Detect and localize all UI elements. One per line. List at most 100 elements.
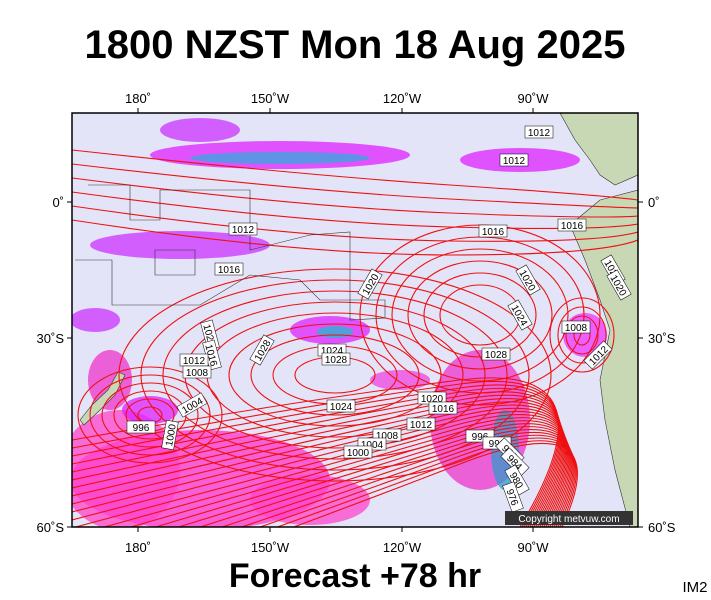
title: 1800 NZST Mon 18 Aug 2025 bbox=[85, 23, 626, 67]
isobar-label-bg bbox=[557, 218, 587, 232]
lat-label-right: 60˚S bbox=[648, 520, 676, 535]
isobar-label: 996 bbox=[126, 420, 156, 434]
central-america bbox=[559, 113, 638, 186]
lon-label-top: 150˚W bbox=[251, 91, 290, 106]
lon-label-bottom: 120˚W bbox=[383, 540, 422, 555]
isobar-label: 1008 bbox=[182, 365, 212, 379]
isobar-value: 1004 bbox=[361, 440, 384, 451]
isobar bbox=[423, 272, 537, 358]
isobar-label-bg bbox=[515, 264, 541, 296]
lon-label-bottom: 150˚W bbox=[251, 540, 290, 555]
isobar bbox=[228, 323, 442, 427]
isobar-label: 1000 bbox=[343, 445, 373, 459]
map-area bbox=[72, 113, 638, 527]
isobar bbox=[162, 290, 508, 460]
isobar-value: 1016 bbox=[432, 404, 455, 415]
isobar-value: 1016 bbox=[482, 227, 505, 238]
isobar bbox=[391, 248, 569, 382]
isobar-label-bg bbox=[406, 417, 436, 431]
lon-label-top: 90˚W bbox=[517, 91, 549, 106]
isobar bbox=[72, 219, 638, 256]
isobar-label-bg bbox=[428, 401, 458, 415]
isobar-value: 1028 bbox=[325, 355, 348, 366]
isobar-lines bbox=[72, 149, 638, 527]
isobar-label-bg bbox=[561, 320, 591, 334]
isobar-label: 1016 bbox=[428, 401, 458, 415]
precip-area bbox=[250, 475, 370, 525]
isobar-value: 1012 bbox=[503, 156, 526, 167]
isobar-label-bg bbox=[176, 392, 208, 418]
isobar-value: 1012 bbox=[232, 225, 255, 236]
copyright: Copyright metvuw.com bbox=[518, 514, 619, 525]
isobar bbox=[72, 163, 638, 209]
isobar bbox=[407, 260, 553, 370]
lon-label-bottom: 90˚W bbox=[517, 540, 549, 555]
isobar-value: 996 bbox=[472, 432, 489, 443]
isobar bbox=[72, 191, 638, 230]
axis-labels: 180˚ 180˚ 150˚W 150˚W 120˚W 120˚W 90˚W 90˚W 0˚ 0˚… bbox=[37, 91, 676, 555]
isobar-value: 1008 bbox=[376, 431, 399, 442]
isobar-label-bg bbox=[583, 340, 613, 370]
isobar-label: 1016 bbox=[214, 262, 244, 276]
isobar-label: 1024 bbox=[326, 399, 356, 413]
isobar-label: 1028 bbox=[321, 352, 351, 366]
precip-area bbox=[72, 308, 120, 332]
lat-label-left: 30˚S bbox=[37, 331, 65, 346]
isobar-label-bg bbox=[126, 420, 156, 434]
isobar bbox=[72, 149, 638, 201]
isobar-label-bg bbox=[228, 222, 258, 236]
isobar-label-bg bbox=[249, 334, 275, 366]
isobar-label-bg bbox=[481, 347, 511, 361]
lon-label-bottom: 180˚ bbox=[125, 540, 151, 555]
isobar-label-bg bbox=[500, 447, 530, 477]
precip-area bbox=[122, 396, 178, 424]
precip-area bbox=[88, 350, 132, 410]
isobar bbox=[549, 297, 615, 373]
isobar-value: 1012 bbox=[183, 356, 206, 367]
lon-label-top: 180˚ bbox=[125, 91, 151, 106]
isobar-label-bg bbox=[357, 268, 383, 300]
precip-area bbox=[370, 370, 430, 390]
isobar-value: 1012 bbox=[528, 128, 551, 139]
isobar-label-bg bbox=[214, 262, 244, 276]
isobar-value: 1016 bbox=[218, 265, 241, 276]
isobar-label: 1028 bbox=[249, 334, 275, 366]
isobar bbox=[101, 382, 199, 448]
isobar-label-bg bbox=[343, 445, 373, 459]
isobar-value: 1016 bbox=[561, 221, 584, 232]
isobar-value: 1024 bbox=[321, 346, 344, 357]
isobar-label: 1012 bbox=[228, 222, 258, 236]
forecast-label: Forecast +78 hr bbox=[229, 557, 481, 595]
isobar-value: 1008 bbox=[565, 323, 588, 334]
isobar-label-bg bbox=[182, 365, 212, 379]
lat-label-right: 0˚ bbox=[648, 195, 660, 210]
isobar bbox=[72, 384, 561, 527]
isobar-label: 1012 bbox=[179, 353, 209, 367]
isobar-value: 1012 bbox=[410, 420, 433, 431]
isobar-value: 1024 bbox=[330, 402, 353, 413]
new-zealand bbox=[79, 371, 126, 426]
lat-label-left: 0˚ bbox=[52, 195, 64, 210]
lat-label-right: 30˚S bbox=[648, 331, 676, 346]
isobar-value: 1028 bbox=[485, 350, 508, 361]
isobar-label-bg bbox=[502, 481, 524, 513]
isobar-value: 1000 bbox=[164, 423, 179, 447]
isobar-value: 1000 bbox=[347, 448, 370, 459]
map-frame bbox=[71, 112, 639, 528]
isobar-value: 1020 bbox=[421, 394, 444, 405]
isobar bbox=[72, 205, 638, 242]
isobar-label: 1012 bbox=[524, 125, 554, 139]
isobar-value: 1008 bbox=[186, 368, 209, 379]
isobar-label: 1016 bbox=[478, 224, 508, 238]
isobar bbox=[72, 177, 638, 218]
lon-label-top: 120˚W bbox=[383, 91, 422, 106]
isobar bbox=[89, 374, 211, 456]
isobar-label: 1012 bbox=[406, 417, 436, 431]
precip-area bbox=[190, 152, 370, 164]
image-code: IM2 bbox=[682, 579, 707, 596]
isobar bbox=[250, 334, 420, 416]
isobar-label-bg bbox=[326, 399, 356, 413]
precip-area bbox=[160, 118, 240, 142]
isobar-label-bg bbox=[606, 269, 632, 301]
isobar-label: 1028 bbox=[481, 347, 511, 361]
